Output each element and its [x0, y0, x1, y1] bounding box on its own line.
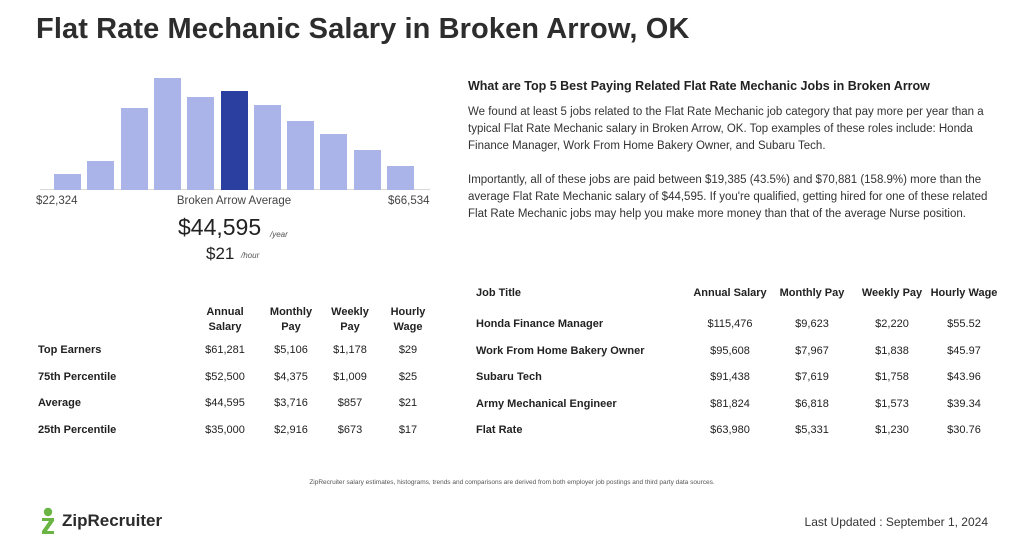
related-jobs-paragraph: We found at least 5 jobs related to the …: [468, 106, 984, 152]
table-cell: $63,980: [710, 424, 750, 437]
row-label: Top Earners: [38, 344, 102, 357]
table-cell: $1,758: [875, 371, 909, 384]
job-title-cell: Work From Home Bakery Owner: [476, 344, 645, 357]
column-header: Monthly Pay: [269, 306, 313, 333]
average-annual-salary: $44,595: [178, 214, 262, 240]
job-title-cell: Army Mechanical Engineer: [476, 397, 617, 410]
table-cell: $1,178: [333, 344, 367, 357]
histogram-bar: [54, 174, 81, 190]
related-jobs-paragraph: Importantly, all of these jobs are paid …: [468, 174, 988, 220]
histogram-bar: [387, 166, 414, 190]
table-cell: $673: [337, 423, 363, 436]
jobs-table-header: Job Title Annual Salary Monthly Pay Week…: [468, 275, 998, 311]
last-updated: Last Updated : September 1, 2024: [804, 515, 988, 529]
table-cell: $5,331: [795, 424, 829, 437]
table-cell: $81,824: [710, 397, 750, 410]
table-cell: $35,000: [205, 423, 245, 436]
related-jobs-table: Job Title Annual Salary Monthly Pay Week…: [468, 275, 998, 444]
table-cell: $115,476: [707, 318, 753, 331]
histogram-bar: [187, 97, 215, 190]
table-cell: $61,281: [205, 344, 245, 357]
table-cell: $1,838: [875, 344, 909, 357]
histogram-bar: [253, 105, 281, 190]
row-label: Average: [38, 397, 82, 410]
column-header: Hourly Wage: [390, 306, 426, 333]
table-row: Flat Rate $63,980 $5,331 $1,230 $30.76: [468, 417, 998, 444]
column-header: Weekly Pay: [861, 286, 923, 299]
table-cell: $2,220: [875, 318, 909, 331]
row-label: 75th Percentile: [38, 370, 117, 383]
table-cell: $1,230: [875, 424, 909, 437]
table-cell: $95,608: [710, 344, 750, 357]
table-row: 75th Percentile $52,500 $4,375 $1,009 $2…: [38, 364, 438, 391]
column-header: Weekly Pay: [331, 306, 369, 333]
table-cell: $1,009: [333, 370, 367, 383]
job-title-cell: Honda Finance Manager: [476, 318, 604, 331]
salary-histogram: [40, 70, 430, 190]
table-cell: $7,967: [795, 344, 829, 357]
column-header: Hourly Wage: [930, 286, 998, 299]
table-row: Work From Home Bakery Owner $95,608 $7,9…: [468, 338, 998, 365]
table-cell: $55.52: [947, 318, 981, 331]
table-cell: $43.96: [947, 371, 981, 384]
table-row: Average $44,595 $3,716 $857 $21: [38, 390, 438, 417]
disclaimer: ZipRecruiter salary estimates, histogram…: [309, 479, 715, 486]
table-cell: $39.34: [947, 397, 981, 410]
annual-unit: /year: [270, 230, 288, 239]
table-cell: $857: [337, 397, 363, 410]
histogram-average-label: Broken Arrow Average: [176, 195, 292, 207]
table-cell: $29: [398, 344, 418, 357]
table-cell: $1,573: [875, 397, 909, 410]
column-header: Annual Salary: [206, 306, 244, 333]
table-cell: $2,916: [274, 423, 308, 436]
table-cell: $7,619: [795, 371, 829, 384]
table-row: 25th Percentile $35,000 $2,916 $673 $17: [38, 417, 438, 444]
table-cell: $4,375: [274, 370, 308, 383]
table-cell: $25: [398, 370, 418, 383]
logo-text: ZipRecruiter: [62, 511, 163, 530]
table-row: Army Mechanical Engineer $81,824 $6,818 …: [468, 391, 998, 418]
table-cell: $52,500: [205, 370, 245, 383]
histogram-bar: [320, 134, 348, 190]
histogram-bar: [353, 150, 381, 190]
table-cell: $45.97: [947, 344, 981, 357]
column-header: [38, 303, 190, 337]
ziprecruiter-logo[interactable]: ZipRecruiter: [40, 506, 162, 536]
table-cell: $3,716: [274, 397, 308, 410]
average-hourly-wage: $21: [206, 244, 235, 263]
histogram-bar: [120, 108, 148, 190]
column-header: Monthly Pay: [779, 286, 845, 299]
job-title-cell: Subaru Tech: [476, 371, 542, 384]
page-title: Flat Rate Mechanic Salary in Broken Arro…: [36, 13, 690, 45]
histogram-bar: [287, 121, 315, 190]
table-cell: $5,106: [274, 344, 308, 357]
row-label: 25th Percentile: [38, 423, 117, 436]
percentile-table: Annual Salary Monthly Pay Weekly Pay Hou…: [38, 303, 438, 443]
table-cell: $17: [398, 423, 418, 436]
table-cell: $91,438: [710, 371, 750, 384]
ziprecruiter-logo-icon: [40, 507, 56, 535]
table-cell: $21: [398, 397, 418, 410]
histogram-min-label: $22,324: [36, 195, 78, 207]
histogram-bar: [87, 161, 115, 190]
table-row: Top Earners $61,281 $5,106 $1,178 $29: [38, 337, 438, 364]
column-header: Job Title: [476, 286, 522, 299]
histogram-bar: [220, 91, 248, 190]
hourly-unit: /hour: [241, 251, 260, 260]
percentile-table-header: Annual Salary Monthly Pay Weekly Pay Hou…: [38, 303, 438, 337]
histogram-max-label: $66,534: [388, 195, 430, 207]
table-cell: $44,595: [205, 397, 245, 410]
job-title-cell: Flat Rate: [476, 424, 523, 437]
table-cell: $6,818: [795, 397, 829, 410]
histogram-bar: [153, 78, 181, 190]
table-cell: $9,623: [795, 318, 829, 331]
table-row: Subaru Tech $91,438 $7,619 $1,758 $43.96: [468, 364, 998, 391]
table-row: Honda Finance Manager $115,476 $9,623 $2…: [468, 311, 998, 338]
column-header: Annual Salary: [693, 286, 767, 299]
related-jobs-heading: What are Top 5 Best Paying Related Flat …: [468, 79, 930, 93]
table-cell: $30.76: [947, 424, 981, 437]
